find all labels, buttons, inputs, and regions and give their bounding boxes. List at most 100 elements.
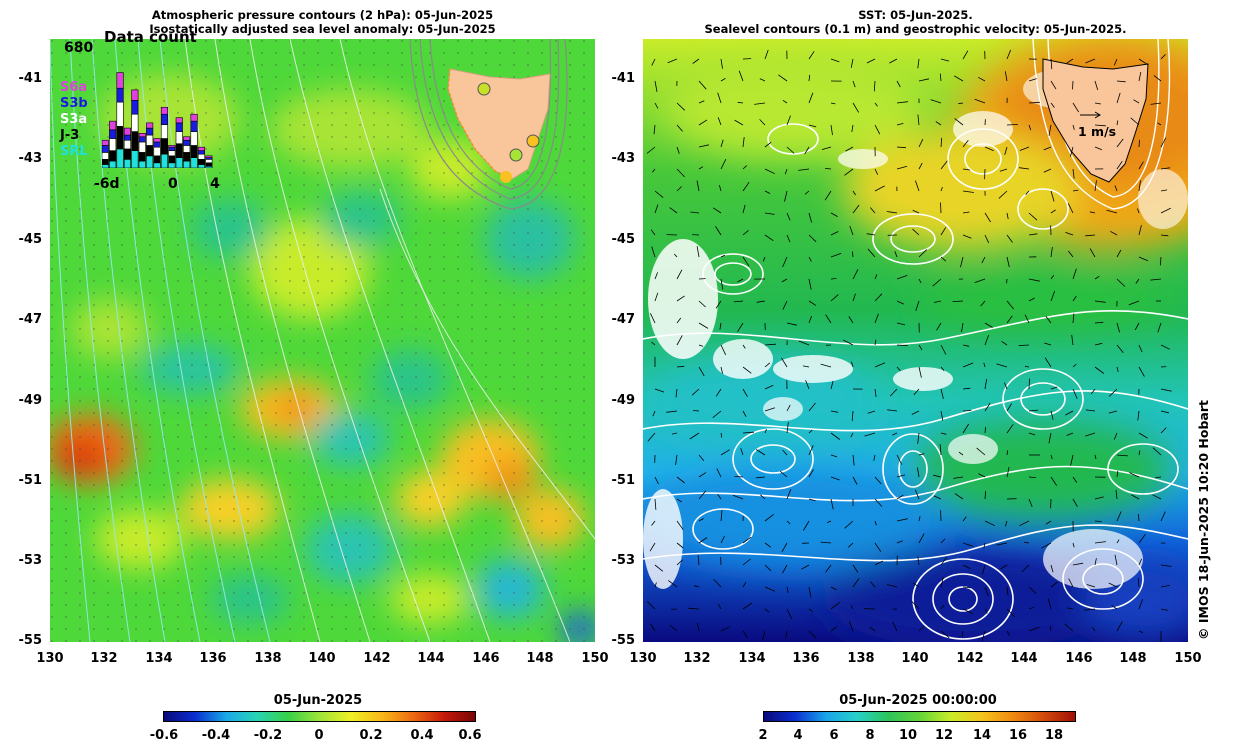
velocity-arrow xyxy=(782,300,788,310)
velocity-arrow xyxy=(1138,256,1149,262)
velocity-arrow xyxy=(940,557,948,566)
velocity-arrow xyxy=(962,50,969,60)
velocity-arrow xyxy=(1094,558,1097,566)
velocity-arrow xyxy=(764,384,774,390)
velocity-arrow xyxy=(759,119,766,126)
velocity-arrow xyxy=(650,313,656,324)
velocity-arrow xyxy=(808,212,812,223)
inset-bar-segment xyxy=(138,152,146,162)
velocity-arrow xyxy=(962,362,974,368)
lat-tick: -49 xyxy=(611,393,636,408)
velocity-arrow xyxy=(918,516,921,522)
lon-tick: 150 xyxy=(1174,651,1202,666)
velocity-arrow xyxy=(940,58,950,62)
velocity-arrow xyxy=(1094,454,1097,460)
left-title-line1: Atmospheric pressure contours (2 hPa): 0… xyxy=(151,8,494,22)
velocity-arrow xyxy=(917,58,920,69)
legend-s3a: S3a xyxy=(60,112,88,127)
velocity-arrow xyxy=(830,294,839,302)
inset-bar-segment xyxy=(205,155,213,158)
velocity-arrow xyxy=(1150,278,1162,281)
velocity-arrow xyxy=(1085,234,1096,237)
velocity-arrow xyxy=(827,520,832,523)
inset-bar-segment xyxy=(123,159,132,168)
velocity-arrow xyxy=(845,146,854,152)
velocity-arrow xyxy=(1050,58,1053,70)
velocity-arrow xyxy=(1138,139,1140,148)
velocity-arrow xyxy=(849,225,854,236)
velocity-arrow xyxy=(1072,476,1078,483)
velocity-arrow xyxy=(1028,586,1037,594)
velocity-arrow xyxy=(821,146,832,150)
velocity-arrow xyxy=(1045,315,1052,324)
velocity-arrow xyxy=(940,160,948,170)
velocity-arrow xyxy=(933,474,942,478)
velocity-arrow xyxy=(1113,58,1118,66)
velocity-arrow xyxy=(830,410,839,413)
lat-tick: -43 xyxy=(611,151,636,166)
velocity-arrow xyxy=(918,344,923,351)
velocity-arrow xyxy=(1155,476,1162,479)
velocity-arrow xyxy=(720,626,730,632)
inset-max-count: 680 xyxy=(64,40,94,56)
velocity-arrow xyxy=(874,476,882,485)
inset-bar-segment xyxy=(168,145,176,148)
lat-tick: -41 xyxy=(611,71,636,86)
velocity-arrow xyxy=(1064,623,1074,632)
velocity-arrow xyxy=(1019,146,1030,151)
velocity-arrow xyxy=(676,124,683,132)
velocity-arrow xyxy=(1072,388,1078,399)
velocity-arrow xyxy=(720,535,725,544)
velocity-arrow xyxy=(1130,117,1140,126)
velocity-arrow xyxy=(692,58,700,64)
velocity-arrow xyxy=(874,313,879,324)
velocity-arrow xyxy=(1072,498,1078,507)
velocity-arrow xyxy=(1091,626,1096,632)
velocity-arrow xyxy=(998,190,1008,199)
velocity-arrow xyxy=(873,80,876,92)
velocity-arrow xyxy=(1138,533,1146,544)
velocity-arrow xyxy=(984,426,986,434)
velocity-arrow xyxy=(718,603,722,610)
lat-tick: -51 xyxy=(18,473,43,488)
velocity-arrow xyxy=(691,388,700,396)
velocity-arrow xyxy=(676,317,682,324)
velocity-arrow xyxy=(984,520,995,527)
velocity-arrow xyxy=(764,190,771,194)
velocity-arrow xyxy=(896,494,904,500)
velocity-arrow xyxy=(1050,386,1058,390)
velocity-arrow xyxy=(784,190,788,202)
velocity-arrow xyxy=(1137,208,1140,214)
velocity-arrow xyxy=(984,212,991,223)
lat-tick: -47 xyxy=(611,312,636,327)
velocity-arrow xyxy=(978,473,986,478)
velocity-arrow xyxy=(1084,608,1096,611)
velocity-arrow xyxy=(867,248,876,258)
velocity-arrow xyxy=(1131,494,1140,500)
velocity-arrow xyxy=(892,621,898,632)
velocity-arrow xyxy=(1024,541,1030,544)
velocity-arrow xyxy=(1070,146,1074,157)
lon-tick: 136 xyxy=(199,651,227,666)
velocity-arrow xyxy=(830,252,842,258)
velocity-arrow xyxy=(1072,124,1075,130)
velocity-arrow xyxy=(820,541,832,544)
velocity-arrow xyxy=(803,520,810,531)
velocity-arrow xyxy=(1160,256,1162,266)
velocity-arrow xyxy=(1129,472,1140,478)
velocity-arrow xyxy=(867,410,876,414)
velocity-arrow xyxy=(874,185,885,192)
inset-bar-segment xyxy=(205,162,213,167)
velocity-arrow xyxy=(1116,511,1122,522)
velocity-arrow xyxy=(802,365,810,368)
velocity-arrow xyxy=(764,513,774,522)
legend-j3: J-3 xyxy=(60,128,80,143)
velocity-arrow xyxy=(874,498,883,507)
velocity-arrow xyxy=(896,123,904,126)
velocity-arrow xyxy=(688,607,700,610)
velocity-arrow xyxy=(1153,75,1162,82)
velocity-arrow xyxy=(1028,233,1038,236)
velocity-arrow xyxy=(676,186,682,192)
velocity-arrow xyxy=(698,537,708,544)
velocity-arrow xyxy=(804,190,810,195)
